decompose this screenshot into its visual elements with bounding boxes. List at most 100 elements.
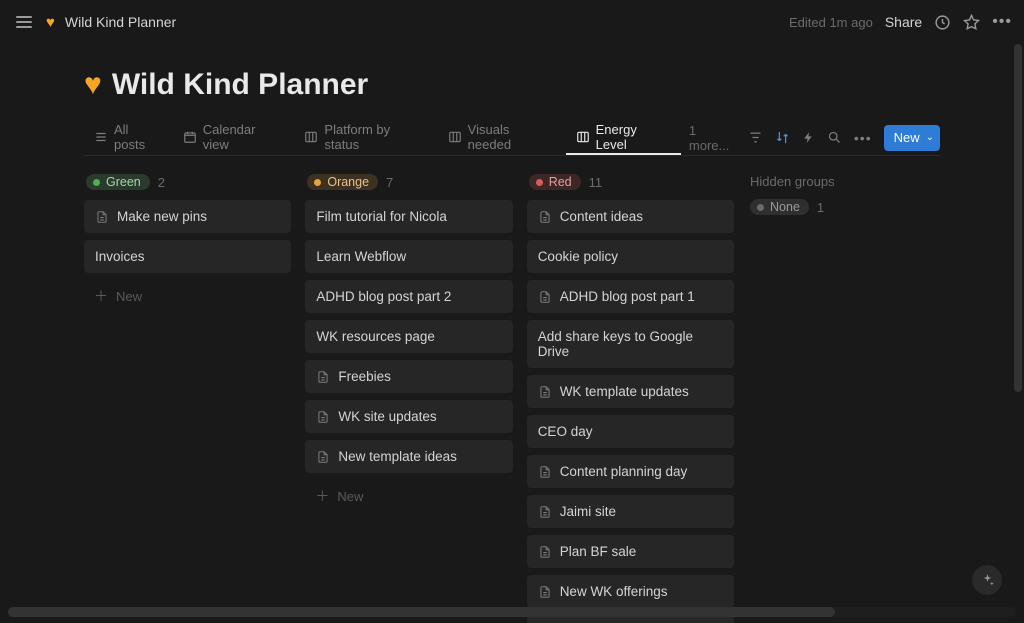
card[interactable]: Content ideas: [527, 200, 734, 233]
card[interactable]: Make new pins: [84, 200, 291, 233]
card[interactable]: Freebies: [305, 360, 512, 393]
group-name: Green: [106, 175, 141, 189]
card[interactable]: WK resources page: [305, 320, 512, 353]
card-title: CEO day: [538, 424, 593, 439]
card[interactable]: ADHD blog post part 1: [527, 280, 734, 313]
tab-label: All posts: [114, 122, 163, 152]
card[interactable]: Jaimi site: [527, 495, 734, 528]
page-icon: [538, 210, 552, 224]
group-count: 11: [589, 175, 603, 190]
tab-calendar-view[interactable]: Calendar view: [173, 120, 295, 155]
list-icon: [94, 130, 108, 144]
page-title-row: ♥ Wild Kind Planner: [84, 68, 940, 102]
column-header: Orange 7: [305, 174, 512, 190]
menu-button[interactable]: [12, 12, 36, 32]
view-more-icon[interactable]: •••: [854, 130, 872, 146]
card-title: Content ideas: [560, 209, 643, 224]
page-icon: [538, 505, 552, 519]
add-card-button[interactable]: ＋New: [305, 480, 512, 512]
search-icon[interactable]: [827, 130, 842, 145]
tab-label: Platform by status: [324, 122, 427, 152]
card[interactable]: Film tutorial for Nicola: [305, 200, 512, 233]
group-count: 1: [817, 200, 824, 215]
heart-icon: ♥: [46, 15, 55, 30]
card-title: ADHD blog post part 2: [316, 289, 451, 304]
new-button[interactable]: New ⌄: [884, 125, 940, 151]
card-title: Film tutorial for Nicola: [316, 209, 447, 224]
more-icon[interactable]: •••: [992, 13, 1012, 31]
tab-label: Calendar view: [203, 122, 285, 152]
card-title: Add share keys to Google Drive: [538, 329, 723, 359]
card[interactable]: WK template updates: [527, 375, 734, 408]
card[interactable]: ADHD blog post part 2: [305, 280, 512, 313]
card[interactable]: CEO day: [527, 415, 734, 448]
column-red: Red 11 Content ideas Cookie policy ADHD blog…: [527, 174, 734, 623]
automation-icon[interactable]: [802, 130, 815, 145]
breadcrumb-title[interactable]: Wild Kind Planner: [65, 14, 176, 30]
group-pill[interactable]: None: [750, 199, 809, 215]
column-header: Green 2: [84, 174, 291, 190]
card[interactable]: Invoices: [84, 240, 291, 273]
filter-icon[interactable]: [748, 130, 763, 145]
add-label: New: [337, 489, 363, 504]
heart-icon: ♥: [84, 68, 102, 102]
board-icon: [576, 130, 590, 144]
group-count: 7: [386, 175, 393, 190]
card-title: WK template updates: [560, 384, 689, 399]
tab-platform-by-status[interactable]: Platform by status: [294, 120, 437, 155]
card[interactable]: Cookie policy: [527, 240, 734, 273]
card-title: Jaimi site: [560, 504, 616, 519]
card[interactable]: Add share keys to Google Drive: [527, 320, 734, 368]
sort-icon[interactable]: [775, 130, 790, 145]
chevron-down-icon: ⌄: [926, 132, 934, 143]
tab-label: Energy Level: [596, 122, 671, 152]
card-title: WK resources page: [316, 329, 435, 344]
group-pill[interactable]: Orange: [307, 174, 378, 190]
group-pill[interactable]: Red: [529, 174, 581, 190]
group-name: Orange: [327, 175, 369, 189]
card[interactable]: Content planning day: [527, 455, 734, 488]
tab-label: Visuals needed: [468, 122, 556, 152]
column-orange: Orange 7 Film tutorial for Nicola Learn Web…: [305, 174, 512, 512]
column-green: Green 2 Make new pins Invoices ＋New: [84, 174, 291, 312]
card-title: Plan BF sale: [560, 544, 637, 559]
new-button-label: New: [894, 130, 920, 145]
card[interactable]: Plan BF sale: [527, 535, 734, 568]
page-icon: [538, 465, 552, 479]
tab-energy-level[interactable]: Energy Level: [566, 120, 681, 155]
vertical-scrollbar[interactable]: [1014, 44, 1022, 605]
card-title: Cookie policy: [538, 249, 618, 264]
card[interactable]: New template ideas: [305, 440, 512, 473]
tab-all-posts[interactable]: All posts: [84, 120, 173, 155]
page-title: Wild Kind Planner: [112, 68, 368, 102]
share-button[interactable]: Share: [885, 14, 922, 30]
card[interactable]: Learn Webflow: [305, 240, 512, 273]
horizontal-scrollbar[interactable]: [8, 607, 1016, 617]
card[interactable]: New WK offerings: [527, 575, 734, 608]
card[interactable]: WK site updates: [305, 400, 512, 433]
calendar-icon: [183, 130, 197, 144]
card-title: Invoices: [95, 249, 145, 264]
tab-visuals-needed[interactable]: Visuals needed: [438, 120, 566, 155]
clock-icon[interactable]: [934, 14, 951, 31]
add-card-button[interactable]: ＋New: [84, 280, 291, 312]
ai-fab-button[interactable]: [972, 565, 1002, 595]
hidden-group-row[interactable]: None 1: [748, 199, 940, 215]
plus-icon: ＋: [94, 286, 108, 306]
board-icon: [304, 130, 318, 144]
edited-label: Edited 1m ago: [789, 15, 873, 30]
hidden-groups: Hidden groupsNone1: [748, 174, 940, 225]
page-icon: [95, 210, 109, 224]
more-views[interactable]: 1 more...: [681, 123, 748, 153]
card-title: Make new pins: [117, 209, 207, 224]
star-icon[interactable]: [963, 14, 980, 31]
group-name: None: [770, 200, 800, 214]
column-header: Red 11: [527, 174, 734, 190]
group-pill[interactable]: Green: [86, 174, 150, 190]
card-title: Freebies: [338, 369, 391, 384]
page-icon: [316, 370, 330, 384]
board: Green2Make new pinsInvoices＋NewOrange7Fi…: [84, 174, 940, 623]
page-icon: [316, 450, 330, 464]
page-icon: [538, 290, 552, 304]
group-count: 2: [158, 175, 165, 190]
